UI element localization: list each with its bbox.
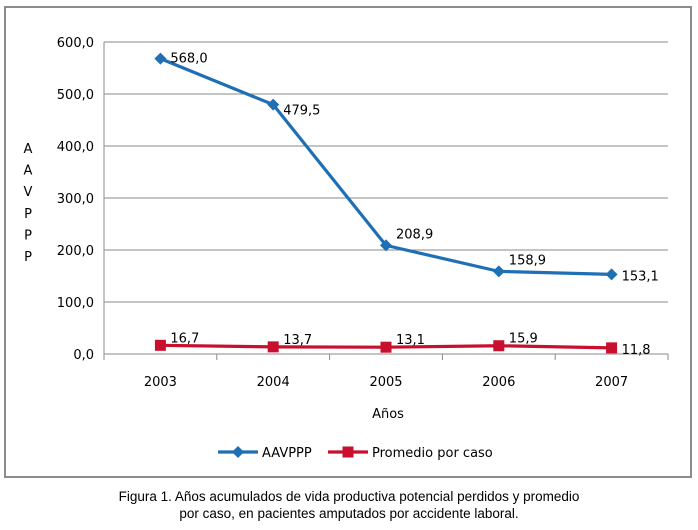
- y-axis-title-letter: V: [24, 185, 33, 200]
- legend-marker-square: [342, 446, 354, 458]
- data-label: 16,7: [170, 331, 199, 346]
- data-label: 568,0: [170, 52, 207, 67]
- series-point-square: [267, 341, 279, 353]
- series-point-square: [380, 341, 392, 353]
- x-tick-label: 2003: [144, 375, 177, 390]
- caption-line-2: por caso, en pacientes amputados por acc…: [179, 506, 519, 521]
- data-label: 13,1: [396, 333, 425, 348]
- y-axis-title-letter: P: [24, 250, 32, 265]
- data-label: 13,7: [283, 333, 312, 348]
- series-point-diamond: [380, 239, 392, 252]
- data-label: 153,1: [622, 269, 659, 284]
- series-point-square: [606, 342, 618, 354]
- x-tick-label: 2006: [482, 375, 515, 390]
- y-tick-label: 100,0: [57, 296, 94, 311]
- y-tick-label: 600,0: [57, 36, 94, 51]
- y-tick-label: 400,0: [57, 140, 94, 155]
- data-label: 479,5: [283, 104, 320, 119]
- data-label: 15,9: [509, 332, 538, 347]
- data-label: 158,9: [509, 253, 546, 268]
- caption-line-1: Figura 1. Años acumulados de vida produc…: [118, 489, 580, 504]
- y-axis-title-letter: A: [24, 164, 33, 179]
- x-tick-label: 2005: [369, 375, 402, 390]
- y-tick-label: 500,0: [57, 88, 94, 103]
- figure-caption: Figura 1. Años acumulados de vida produc…: [0, 488, 698, 522]
- y-axis-title-letter: P: [24, 207, 32, 222]
- x-tick-label: 2007: [595, 375, 628, 390]
- series-point-diamond: [605, 268, 618, 281]
- line-chart: 0,0 100,0 200,0 300,0 400,0 500,0 600,0 2003 200…: [24, 36, 669, 461]
- data-label: 208,9: [396, 227, 433, 242]
- series-point-diamond: [492, 265, 505, 278]
- series-point-square: [493, 340, 505, 352]
- y-tick-label: 300,0: [57, 192, 94, 207]
- series-point-diamond: [267, 98, 280, 111]
- legend-marker-diamond: [232, 446, 244, 458]
- y-tick-label: 0,0: [73, 348, 94, 363]
- y-tick-label: 200,0: [57, 244, 94, 259]
- y-axis-title-letter: P: [24, 228, 32, 243]
- series-point-square: [154, 339, 166, 351]
- x-axis-title: Años: [372, 407, 404, 422]
- series-point-diamond: [154, 52, 167, 65]
- y-axis-title-letter: A: [24, 142, 33, 157]
- legend-label-2: Promedio por caso: [372, 446, 493, 461]
- chart-frame: 0,0 100,0 200,0 300,0 400,0 500,0 600,0 2003 200…: [4, 6, 692, 478]
- legend-label-1: AAVPPP: [262, 446, 312, 461]
- data-label: 11,8: [622, 343, 651, 358]
- x-tick-label: 2004: [257, 375, 290, 390]
